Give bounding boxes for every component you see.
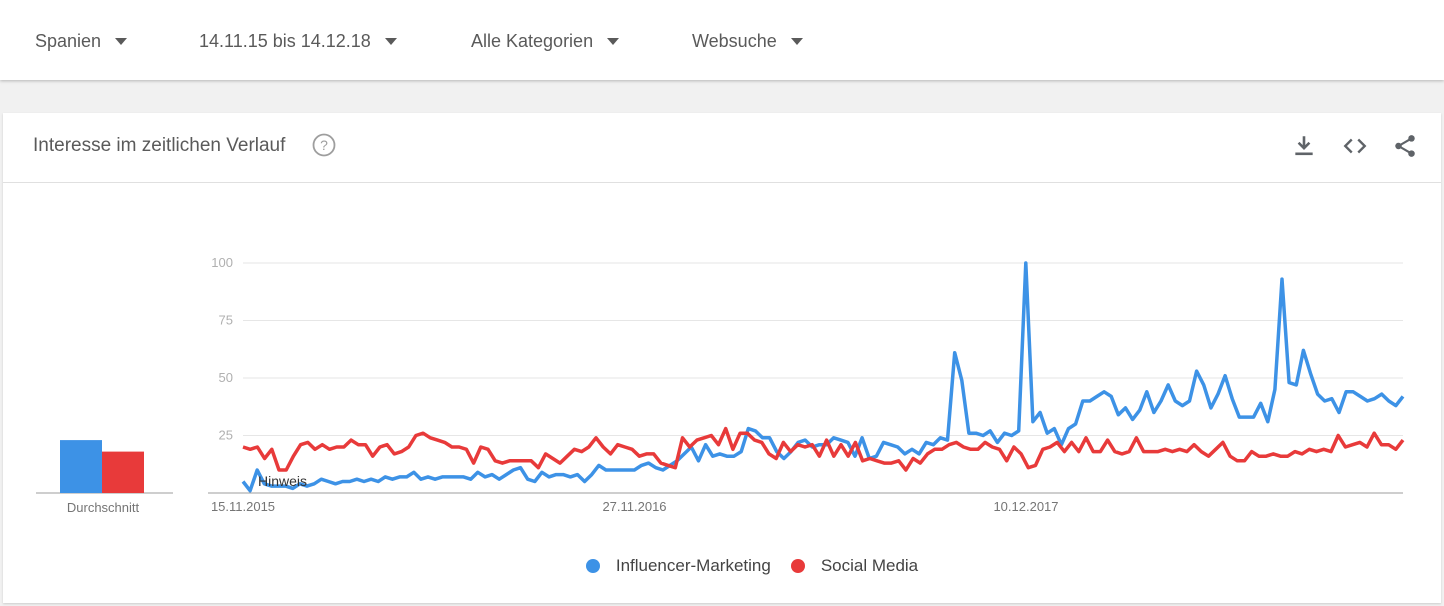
search-type-dropdown[interactable]: Websuche — [692, 29, 803, 53]
trend-chart: 25 50 75 100 15.11.2015 27.11.2016 10.12.2017… — [36, 255, 1405, 515]
x-tick-label: 27.11.2016 — [602, 499, 666, 514]
y-tick-label: 50 — [219, 370, 233, 385]
region-label: Spanien — [35, 30, 102, 51]
legend-item-influencer-marketing[interactable]: Influencer-Marketing — [585, 556, 771, 576]
chevron-down-icon — [790, 37, 803, 45]
average-bar — [60, 440, 102, 493]
region-dropdown[interactable]: Spanien — [35, 29, 128, 53]
chart-legend: Influencer-Marketing Social Media — [3, 556, 1441, 576]
legend-label: Social Media — [820, 556, 919, 575]
daterange-dropdown[interactable]: 14.11.15 bis 14.12.18 — [199, 29, 397, 53]
svg-text:?: ? — [320, 137, 328, 153]
category-dropdown[interactable]: Alle Kategorien — [471, 29, 620, 53]
filter-bar: Spanien 14.11.15 bis 14.12.18 Alle Kateg… — [0, 0, 1444, 80]
legend-dot — [585, 559, 600, 573]
download-icon[interactable] — [1291, 133, 1317, 159]
average-label: Durchschnitt — [67, 500, 140, 515]
share-icon[interactable] — [1392, 133, 1418, 159]
chevron-down-icon — [384, 37, 397, 45]
x-tick-label: 15.11.2015 — [211, 499, 275, 514]
y-tick-label: 75 — [219, 313, 233, 328]
legend-dot — [790, 559, 805, 573]
daterange-label: 14.11.15 bis 14.12.18 — [199, 30, 371, 51]
y-tick-label: 100 — [211, 255, 233, 270]
interest-over-time-card: Interesse im zeitlichen Verlauf ? 25 50 75… — [3, 113, 1441, 603]
legend-item-social-media[interactable]: Social Media — [790, 556, 919, 576]
card-title: Interesse im zeitlichen Verlauf — [33, 135, 286, 156]
category-label: Alle Kategorien — [471, 30, 594, 51]
y-tick-label: 25 — [219, 428, 233, 443]
legend-label: Influencer-Marketing — [615, 556, 771, 575]
chevron-down-icon — [607, 37, 620, 45]
x-tick-label: 10.12.2017 — [993, 499, 1058, 514]
average-bar — [102, 451, 144, 493]
help-icon[interactable]: ? — [312, 133, 336, 157]
embed-code-icon[interactable] — [1342, 133, 1368, 159]
chevron-down-icon — [115, 37, 128, 45]
series-line — [242, 426, 1405, 472]
note-label[interactable]: Hinweis — [258, 473, 307, 489]
search-type-label: Websuche — [692, 30, 777, 51]
card-header: Interesse im zeitlichen Verlauf ? — [3, 113, 1441, 183]
